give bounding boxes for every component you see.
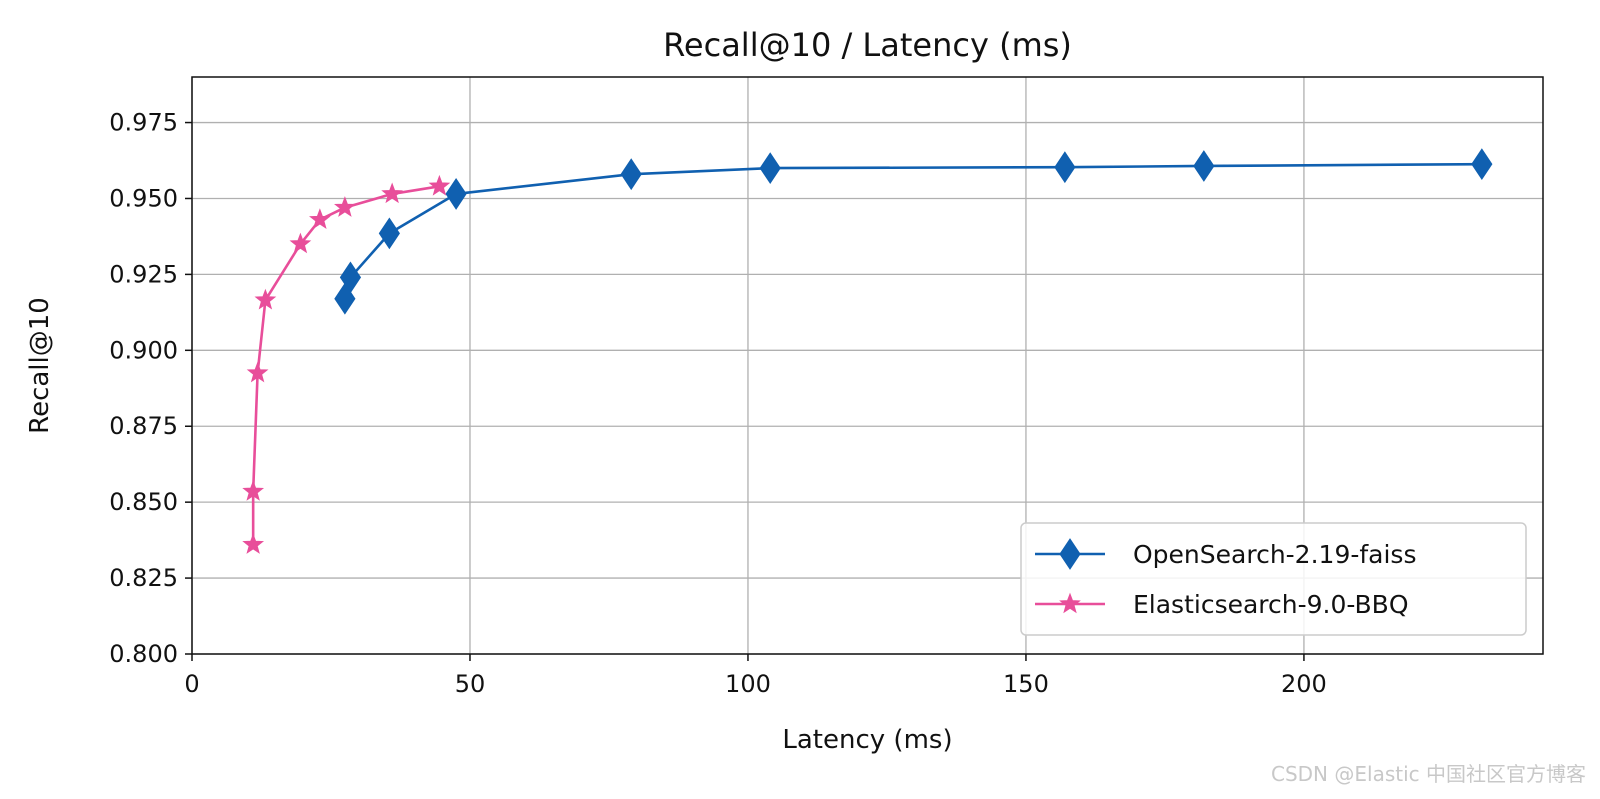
data-point xyxy=(759,152,781,185)
watermark: CSDN @Elastic 中国社区官方博客 xyxy=(1271,762,1586,786)
legend: OpenSearch-2.19-faiss Elasticsearch-9.0-B… xyxy=(1020,522,1527,636)
x-tick-label: 0 xyxy=(184,670,199,698)
legend-item: OpenSearch-2.19-faiss xyxy=(1035,538,1416,570)
series-line xyxy=(343,162,1482,300)
legend-box xyxy=(1020,522,1527,636)
legend-label: Elasticsearch-9.0-BBQ xyxy=(1133,590,1409,619)
data-point xyxy=(246,361,269,383)
data-point xyxy=(254,288,277,310)
data-point xyxy=(242,533,265,554)
y-tick-label: 0.800 xyxy=(109,640,178,668)
data-point xyxy=(309,208,331,229)
y-tick-label: 0.975 xyxy=(109,109,178,137)
x-tick-label: 150 xyxy=(1003,670,1049,698)
legend-marker xyxy=(1059,592,1081,614)
data-point xyxy=(620,158,642,191)
legend-item: Elasticsearch-9.0-BBQ xyxy=(1035,590,1409,619)
data-point xyxy=(242,480,265,501)
y-axis-label: Recall@10 xyxy=(25,297,55,434)
data-point xyxy=(289,232,312,254)
data-point xyxy=(339,261,362,294)
x-tick-label: 200 xyxy=(1281,670,1327,698)
x-tick-label: 100 xyxy=(725,670,771,698)
series-0 xyxy=(334,148,1493,315)
y-tick-label: 0.950 xyxy=(109,184,178,212)
legend-marker xyxy=(1059,538,1081,570)
legend-label: OpenSearch-2.19-faiss xyxy=(1133,540,1416,569)
y-tick-label: 0.875 xyxy=(109,412,178,440)
chart-title: Recall@10 / Latency (ms) xyxy=(663,26,1072,64)
data-point xyxy=(445,178,467,210)
data-point xyxy=(334,196,356,217)
y-tick-label: 0.900 xyxy=(109,336,178,364)
y-tick-label: 0.850 xyxy=(109,488,178,516)
data-point xyxy=(1193,150,1215,182)
x-axis-label: Latency (ms) xyxy=(782,725,952,755)
x-tick-label: 50 xyxy=(455,670,486,698)
axis-ticks: 0 50 100 150 200 0.800 0.825 0.850 0.875 0.900 0.9… xyxy=(109,109,1327,698)
y-tick-label: 0.925 xyxy=(109,260,178,288)
data-point xyxy=(381,182,404,204)
data-point xyxy=(1054,151,1076,184)
data-point xyxy=(378,217,400,250)
series-1 xyxy=(242,174,451,554)
series-line xyxy=(251,185,440,545)
data-point xyxy=(1471,148,1493,181)
data-point xyxy=(428,174,451,196)
plot-frame xyxy=(191,76,1544,655)
y-tick-label: 0.825 xyxy=(109,564,178,592)
plot-series xyxy=(242,148,1493,554)
